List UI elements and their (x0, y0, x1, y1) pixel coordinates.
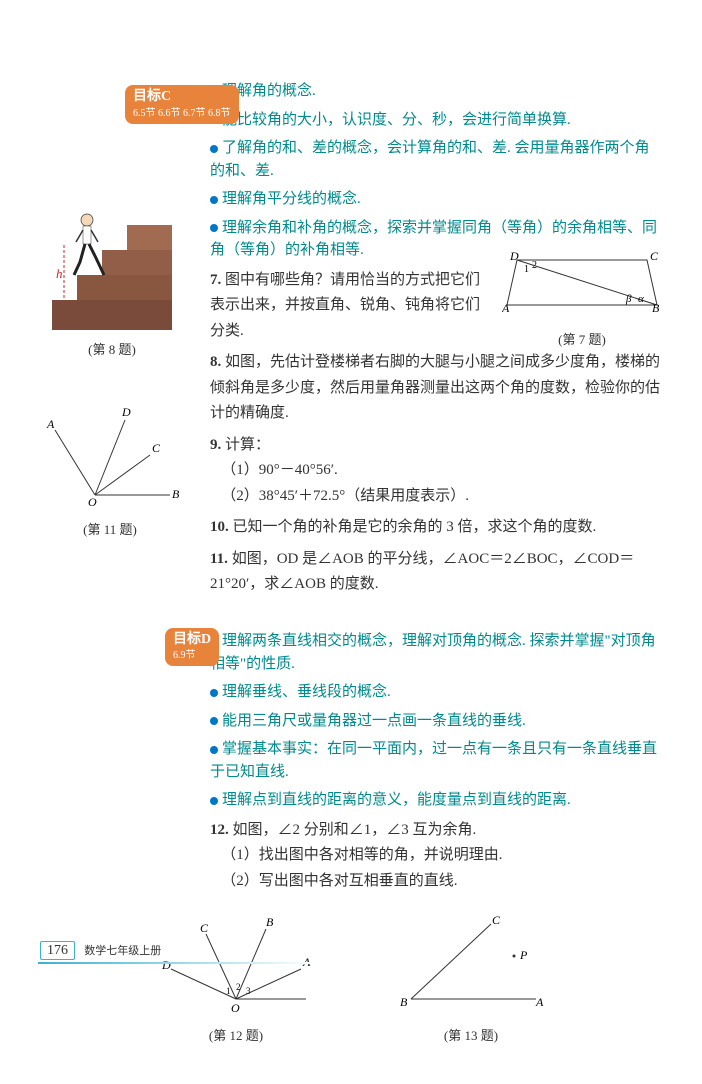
bullet-dot-icon (210, 689, 218, 697)
question-11: 11. 如图，OD 是∠AOB 的平分线，∠AOC＝2∠BOC，∠COD＝21°… (210, 547, 662, 598)
svg-text:B: B (266, 915, 274, 929)
q9-title: 计算： (225, 437, 270, 453)
svg-text:1: 1 (226, 986, 231, 996)
question-10: 10. 已知一个角的补角是它的余角的 3 倍，求这个角的度数. (210, 515, 662, 541)
figure-13-svg: B A C P (396, 914, 546, 1014)
svg-text:B: B (400, 995, 408, 1009)
svg-text:D: D (121, 405, 131, 419)
bullet-dot-icon (210, 224, 218, 232)
svg-text:C: C (200, 921, 209, 935)
svg-text:P: P (519, 948, 528, 962)
question-12: 12. 如图，∠2 分别和∠1，∠3 互为余角. （1）找出图中各对相等的角，并… (210, 818, 662, 895)
bottom-figures: A B C D O 1 2 3 (第 12 题) B A (40, 914, 662, 1044)
figure-13: B A C P (第 13 题) (396, 914, 546, 1044)
q12-text: 如图，∠2 分别和∠1，∠3 互为余角. (233, 822, 477, 838)
svg-text:B: B (652, 301, 660, 315)
q12-p2: （2）写出图中各对互相垂直的直线. (221, 873, 457, 889)
q11-num: 11. (210, 551, 228, 567)
q9-p1: （1）90°－40°56′. (221, 462, 338, 478)
section-d: 目标D 6.9节 理解两条直线相交的概念，理解对顶角的概念. 探索并掌握"对顶角… (40, 628, 662, 1045)
q7-text: 图中有哪些角？请用恰当的方式把它们表示出来，并按直角、锐角、钝角将它们分类. (210, 272, 480, 339)
figure-12-caption: (第 12 题) (156, 1025, 316, 1044)
bullet: 了解角的和、差的概念，会计算角的和、差. 会用量角器作两个角的和、差. (210, 137, 662, 182)
q8-text: 如图，先估计登楼梯者右脚的大腿与小腿之间成多少度角，楼梯的倾斜角是多少度，然后用… (210, 354, 660, 421)
svg-text:C: C (650, 250, 659, 263)
bullet: 能用三角尺或量角器过一点画一条直线的垂线. (210, 710, 662, 733)
figure-8-caption: (第 8 题) (52, 339, 172, 358)
svg-text:D: D (509, 250, 519, 263)
bullet-dot-icon (210, 797, 218, 805)
figure-13-caption: (第 13 题) (396, 1025, 546, 1044)
q9-p2: （2）38°45′＋72.5°（结果用度表示）. (221, 488, 469, 504)
question-8: 8. 如图，先估计登楼梯者右脚的大腿与小腿之间成多少度角，楼梯的倾斜角是多少度，… (210, 350, 662, 427)
bullet-dot-icon (210, 196, 218, 204)
figure-11-caption: (第 11 题) (40, 519, 180, 538)
figure-8-stairs: h (第 8 题) (52, 200, 172, 358)
figure-7: D C A B 1 2 α β (第 7 题) (502, 250, 662, 348)
svg-text:C: C (492, 914, 501, 927)
stairs-svg: h (52, 200, 172, 330)
figure-11: A D C B O (第 11 题) (40, 400, 180, 538)
q11-text: 如图，OD 是∠AOB 的平分线，∠AOC＝2∠BOC，∠COD＝21°20′，… (210, 551, 634, 593)
svg-text:2: 2 (236, 982, 241, 992)
q9-num: 9. (210, 437, 221, 453)
svg-text:B: B (172, 487, 180, 501)
figure-12-svg: A B C D O 1 2 3 (156, 914, 316, 1014)
bullet: 理解角的概念. (210, 80, 662, 103)
bullet: 理解垂线、垂线段的概念. (210, 681, 662, 704)
page-number: 176 数学七年级上册 (40, 942, 161, 959)
q7-num: 7. (210, 272, 221, 288)
bullet: 理解点到直线的距离的意义，能度量点到直线的距离. (210, 789, 662, 812)
svg-text:α: α (638, 293, 644, 305)
bullet: 理解角平分线的概念. (210, 188, 662, 211)
svg-text:A: A (502, 301, 510, 315)
figure-7-svg: D C A B 1 2 α β (502, 250, 662, 320)
footer-line (38, 962, 318, 964)
objective-d-title: 目标D (173, 632, 211, 647)
objective-c-title: 目标C (133, 89, 171, 104)
page-label: 数学七年级上册 (84, 945, 161, 957)
figure-7-caption: (第 7 题) (502, 329, 662, 348)
bullet-dot-icon (210, 717, 218, 725)
q12-p1: （1）找出图中各对相等的角，并说明理由. (221, 847, 502, 863)
svg-text:3: 3 (246, 986, 251, 996)
q10-num: 10. (210, 519, 229, 535)
q10-text: 已知一个角的补角是它的余角的 3 倍，求这个角的度数. (233, 519, 597, 535)
svg-text:C: C (152, 441, 161, 455)
bullet: 能比较角的大小，认识度、分、秒，会进行简单换算. (210, 109, 662, 132)
svg-text:O: O (231, 1001, 240, 1014)
q8-num: 8. (210, 354, 221, 370)
bullet: 掌握基本事实：在同一平面内，过一点有一条且只有一条直线垂直于已知直线. (210, 738, 662, 783)
figure-12: A B C D O 1 2 3 (第 12 题) (156, 914, 316, 1044)
svg-text:A: A (46, 417, 55, 431)
bullet: 理解两条直线相交的概念，理解对顶角的概念. 探索并掌握"对顶角相等"的性质. (210, 630, 662, 675)
objective-c-bullets: 理解角的概念. 能比较角的大小，认识度、分、秒，会进行简单换算. 了解角的和、差… (210, 80, 662, 262)
q12-num: 12. (210, 822, 229, 838)
bullet-dot-icon (210, 145, 218, 153)
objective-d-sub: 6.9节 (173, 650, 211, 662)
objective-d-bullets: 理解两条直线相交的概念，理解对顶角的概念. 探索并掌握"对顶角相等"的性质. 理… (210, 630, 662, 812)
svg-text:D: D (161, 958, 171, 972)
svg-text:A: A (535, 995, 544, 1009)
h-label: h (56, 266, 63, 281)
figure-11-svg: A D C B O (40, 400, 180, 510)
svg-text:2: 2 (532, 260, 537, 271)
objective-c-sub: 6.5节 6.6节 6.7节 6.8节 (133, 108, 231, 120)
question-9: 9. 计算： （1）90°－40°56′. （2）38°45′＋72.5°（结果… (210, 433, 662, 510)
objective-c-tag: 目标C 6.5节 6.6节 6.7节 6.8节 (125, 85, 239, 124)
svg-text:O: O (88, 495, 97, 509)
objective-d-tag: 目标D 6.9节 (165, 628, 219, 667)
bullet-dot-icon (210, 746, 218, 754)
page-num: 176 (40, 941, 75, 960)
svg-text:β: β (625, 293, 632, 305)
svg-text:1: 1 (524, 264, 529, 275)
